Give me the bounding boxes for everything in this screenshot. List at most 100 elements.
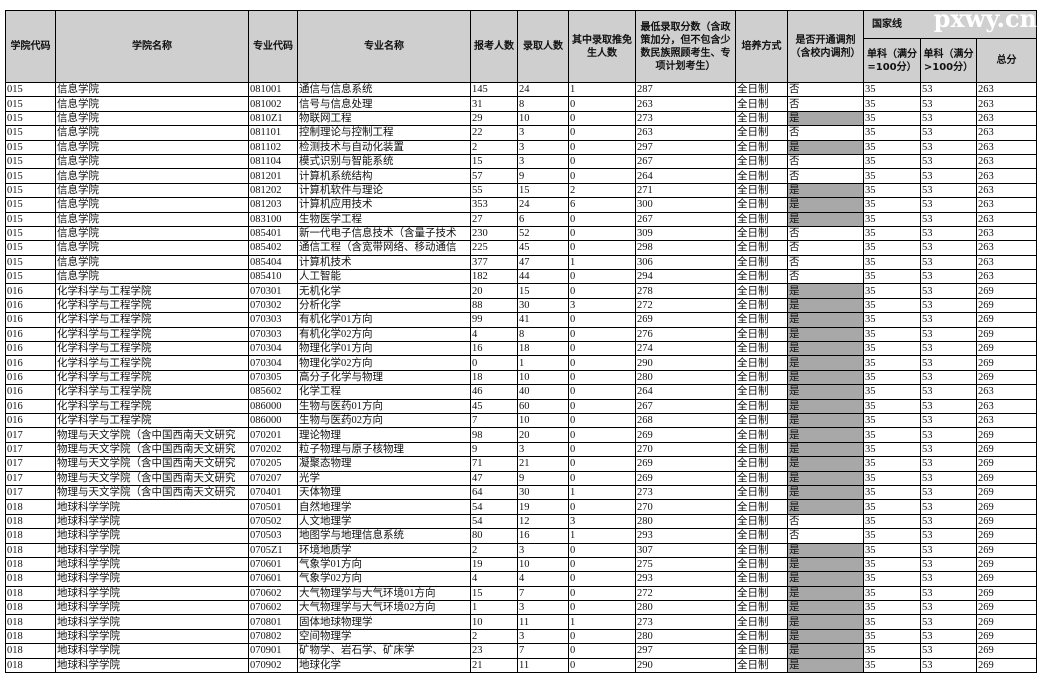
cell-single-gt100: 53 bbox=[920, 556, 977, 573]
cell-admitted: 30 bbox=[517, 297, 569, 314]
cell-min-score: 272 bbox=[635, 297, 736, 314]
cell-study-mode: 全日制 bbox=[735, 269, 788, 285]
cell-major-code: 070601 bbox=[248, 556, 298, 573]
header-single-100: 单科（满分=100分） bbox=[863, 38, 921, 83]
cell-exempt: 1 bbox=[568, 484, 636, 501]
cell-college-code: 018 bbox=[5, 585, 56, 602]
cell-college-code: 015 bbox=[5, 197, 56, 213]
cell-applicants: 2 bbox=[470, 139, 518, 155]
cell-min-score: 297 bbox=[635, 643, 736, 659]
cell-total: 269 bbox=[976, 470, 1037, 486]
cell-study-mode: 全日制 bbox=[735, 441, 788, 458]
cell-major-name: 固体地球物理学 bbox=[297, 614, 471, 630]
cell-min-score: 293 bbox=[635, 528, 736, 544]
cell-min-score: 267 bbox=[635, 211, 736, 227]
cell-adjust: 否 bbox=[787, 125, 864, 141]
cell-exempt: 0 bbox=[568, 398, 636, 414]
cell-min-score: 280 bbox=[635, 369, 736, 386]
cell-study-mode: 全日制 bbox=[735, 470, 788, 486]
cell-adjust: 是 bbox=[787, 398, 864, 414]
table-row: 016 化学科学与工程学院 070301 无机化学 20 15 0 278 全日制是 35 53 26… bbox=[5, 283, 1037, 299]
cell-exempt: 0 bbox=[568, 369, 636, 386]
cell-major-code: 081104 bbox=[248, 153, 298, 170]
cell-adjust: 否 bbox=[787, 269, 864, 285]
cell-college-name: 化学科学与工程学院 bbox=[55, 326, 249, 343]
cell-adjust: 是 bbox=[787, 211, 864, 227]
table-row: 015 信息学院 081203 计算机应用技术 353 24 6 300 全日制是 35 53 263 bbox=[5, 197, 1037, 213]
cell-single-100: 35 bbox=[863, 125, 921, 141]
cell-major-code: 070202 bbox=[248, 441, 298, 458]
cell-applicants: 4 bbox=[470, 571, 518, 587]
cell-adjust: 否 bbox=[787, 528, 864, 544]
cell-college-code: 015 bbox=[5, 153, 56, 170]
cell-min-score: 287 bbox=[635, 81, 736, 98]
cell-admitted: 21 bbox=[517, 456, 569, 472]
cell-study-mode: 全日制 bbox=[735, 341, 788, 357]
cell-exempt: 0 bbox=[568, 600, 636, 616]
table-row: 016 化学科学与工程学院 070304 物理化学02方向 0 1 0 290 全日制是 35 53… bbox=[5, 355, 1037, 371]
cell-college-code: 016 bbox=[5, 312, 56, 328]
cell-total: 269 bbox=[976, 513, 1037, 530]
admission-table: 学院代码 学院名称 专业代码 专业名称 报考人数 录取人数 其中录取推免生人数 … bbox=[5, 10, 1037, 674]
cell-applicants: 9 bbox=[470, 441, 518, 458]
cell-major-code: 085404 bbox=[248, 254, 298, 271]
table-row: 017 物理与天文学院（含中国西南天文研究 070207 光学 47 9 0 269 全日制是 3… bbox=[5, 470, 1037, 486]
cell-college-code: 017 bbox=[5, 441, 56, 458]
cell-major-code: 070303 bbox=[248, 312, 298, 328]
cell-college-name: 化学科学与工程学院 bbox=[55, 312, 249, 328]
table-row: 018 地球科学学院 070901 矿物学、岩石学、矿床学 23 7 0 297 全日制是 35 5… bbox=[5, 643, 1037, 659]
cell-total: 269 bbox=[976, 657, 1037, 674]
cell-admitted: 47 bbox=[517, 254, 569, 271]
cell-adjust: 是 bbox=[787, 110, 864, 127]
cell-study-mode: 全日制 bbox=[735, 182, 788, 199]
cell-single-gt100: 53 bbox=[920, 283, 977, 299]
cell-single-gt100: 53 bbox=[920, 197, 977, 213]
cell-major-name: 有机化学02方向 bbox=[297, 326, 471, 343]
cell-total: 263 bbox=[976, 197, 1037, 213]
cell-single-100: 35 bbox=[863, 283, 921, 299]
table-row: 015 信息学院 0810Z1 物联网工程 29 10 0 273 全日制是 35 53 263 bbox=[5, 110, 1037, 127]
cell-major-code: 070502 bbox=[248, 513, 298, 530]
cell-single-100: 35 bbox=[863, 197, 921, 213]
cell-single-gt100: 53 bbox=[920, 110, 977, 127]
cell-applicants: 21 bbox=[470, 657, 518, 674]
cell-college-code: 018 bbox=[5, 528, 56, 544]
cell-major-name: 生物与医药02方向 bbox=[297, 412, 471, 429]
table-row: 018 地球科学学院 070601 气象学02方向 4 4 0 293 全日制是 35 53 269 bbox=[5, 571, 1037, 587]
cell-admitted: 11 bbox=[517, 657, 569, 674]
cell-exempt: 0 bbox=[568, 341, 636, 357]
cell-applicants: 31 bbox=[470, 96, 518, 112]
cell-major-name: 凝聚态物理 bbox=[297, 456, 471, 472]
cell-major-name: 天体物理 bbox=[297, 484, 471, 501]
cell-min-score: 270 bbox=[635, 499, 736, 515]
cell-applicants: 1 bbox=[470, 600, 518, 616]
cell-college-name: 地球科学学院 bbox=[55, 585, 249, 602]
cell-exempt: 0 bbox=[568, 412, 636, 429]
cell-major-name: 模式识别与智能系统 bbox=[297, 153, 471, 170]
cell-total: 269 bbox=[976, 283, 1037, 299]
cell-major-name: 物理化学01方向 bbox=[297, 341, 471, 357]
cell-college-code: 016 bbox=[5, 369, 56, 386]
cell-single-100: 35 bbox=[863, 470, 921, 486]
cell-study-mode: 全日制 bbox=[735, 326, 788, 343]
cell-adjust: 是 bbox=[787, 456, 864, 472]
cell-adjust: 是 bbox=[787, 412, 864, 429]
header-major-name: 专业名称 bbox=[297, 10, 471, 83]
cell-single-100: 35 bbox=[863, 412, 921, 429]
cell-total: 269 bbox=[976, 326, 1037, 343]
cell-min-score: 275 bbox=[635, 556, 736, 573]
cell-study-mode: 全日制 bbox=[735, 312, 788, 328]
table-row: 018 地球科学学院 070501 自然地理学 54 19 0 270 全日制是 35 53 269 bbox=[5, 499, 1037, 515]
cell-exempt: 0 bbox=[568, 153, 636, 170]
cell-major-name: 空间物理学 bbox=[297, 628, 471, 645]
cell-major-name: 生物与医药01方向 bbox=[297, 398, 471, 414]
cell-exempt: 0 bbox=[568, 657, 636, 674]
cell-total: 269 bbox=[976, 614, 1037, 630]
cell-min-score: 300 bbox=[635, 197, 736, 213]
cell-applicants: 0 bbox=[470, 355, 518, 371]
cell-total: 263 bbox=[976, 168, 1037, 184]
cell-applicants: 55 bbox=[470, 182, 518, 199]
cell-min-score: 278 bbox=[635, 283, 736, 299]
cell-adjust: 是 bbox=[787, 600, 864, 616]
cell-college-name: 地球科学学院 bbox=[55, 600, 249, 616]
